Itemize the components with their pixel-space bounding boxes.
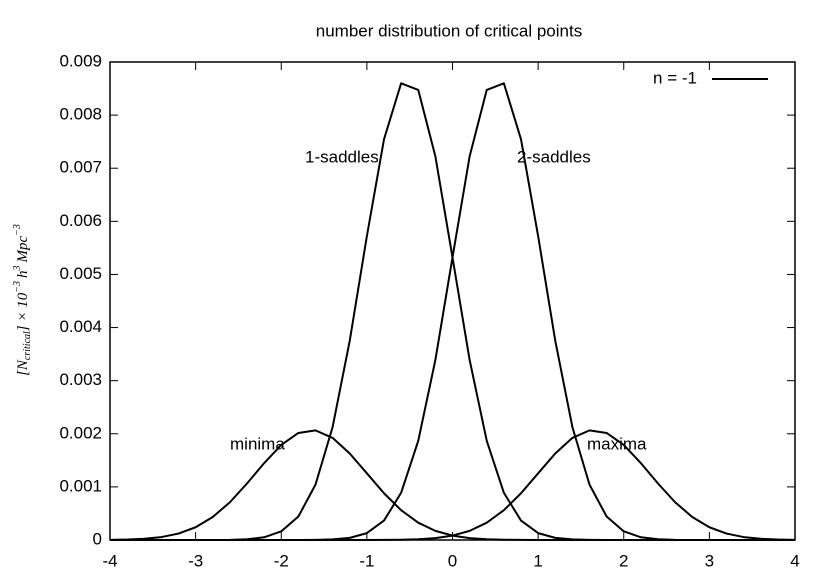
x-tick-label: 2 — [619, 551, 628, 570]
curve-label: maxima — [587, 434, 647, 453]
x-tick-label: -1 — [359, 551, 374, 570]
x-tick-label: -2 — [274, 551, 289, 570]
y-label-part: ] × 10 — [15, 292, 31, 332]
x-tick-label: -3 — [188, 551, 203, 570]
series-line — [109, 429, 795, 541]
series-line — [110, 82, 795, 541]
curve-label: minima — [230, 434, 285, 453]
y-tick-label: 0 — [93, 529, 102, 548]
y-tick-label: 0.007 — [59, 158, 102, 177]
y-label-part: [N — [15, 359, 31, 376]
x-tick-label: -4 — [102, 551, 117, 570]
y-tick-label: 0.008 — [59, 105, 102, 124]
chart-title: number distribution of critical points — [316, 21, 582, 40]
y-tick-label: 0.004 — [59, 317, 102, 336]
x-tick-label: 3 — [705, 551, 714, 570]
y-label-part: 3 — [12, 265, 23, 271]
legend-label: n = -1 — [653, 68, 697, 87]
curve-label: 1-saddles — [305, 147, 379, 166]
y-tick-label: 0.005 — [59, 264, 102, 283]
y-tick-label: 0.009 — [59, 51, 102, 70]
y-tick-label: 0.002 — [59, 423, 102, 442]
x-tick-label: 4 — [790, 551, 799, 570]
plot-border — [109, 61, 796, 541]
curve-label: 2-saddles — [517, 147, 591, 166]
x-tick-label: 1 — [533, 551, 542, 570]
series-line — [110, 429, 796, 541]
series-line — [110, 82, 795, 541]
x-tick-label: 0 — [448, 551, 457, 570]
y-label-part: −3 — [12, 281, 23, 293]
y-label-part: −3 — [12, 224, 23, 236]
y-label-part: h — [15, 270, 31, 278]
y-axis-label: [Ncritical] × 10−3h3Mpc−3 — [12, 224, 33, 376]
y-tick-label: 0.006 — [59, 211, 102, 230]
y-label-part: Mpc — [15, 235, 31, 263]
y-tick-label: 0.003 — [59, 370, 102, 389]
y-label-part: critical — [22, 331, 33, 360]
y-tick-label: 0.001 — [59, 476, 102, 495]
